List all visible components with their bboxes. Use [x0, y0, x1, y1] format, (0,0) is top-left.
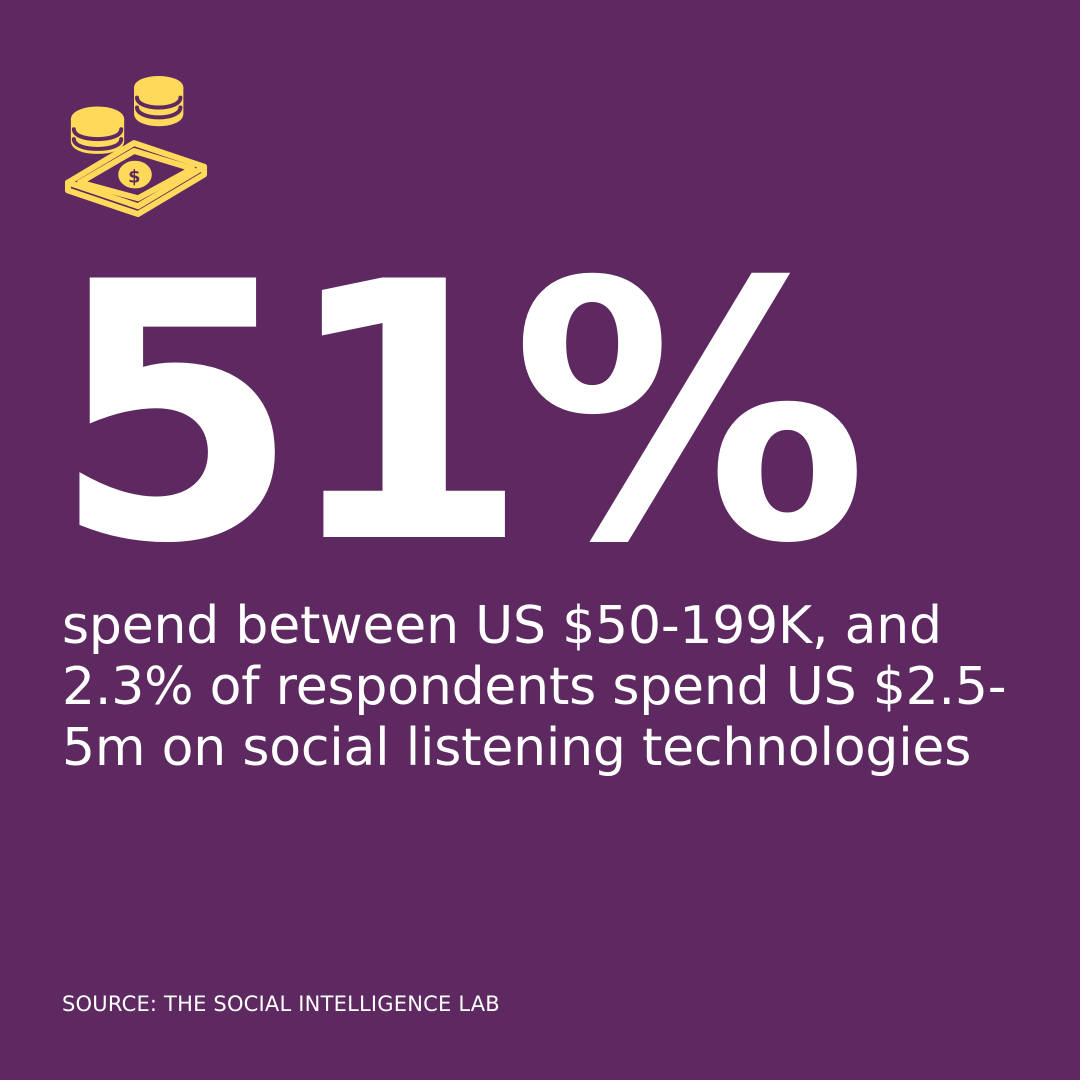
svg-text:$: $ — [128, 168, 140, 188]
money-coins-icon: $ — [58, 72, 216, 220]
headline-stat: 51% — [52, 207, 868, 621]
description-text: spend between US $50-199K, and 2.3% of r… — [62, 596, 1007, 778]
source-attribution: SOURCE: THE SOCIAL INTELLIGENCE LAB — [62, 992, 500, 1016]
